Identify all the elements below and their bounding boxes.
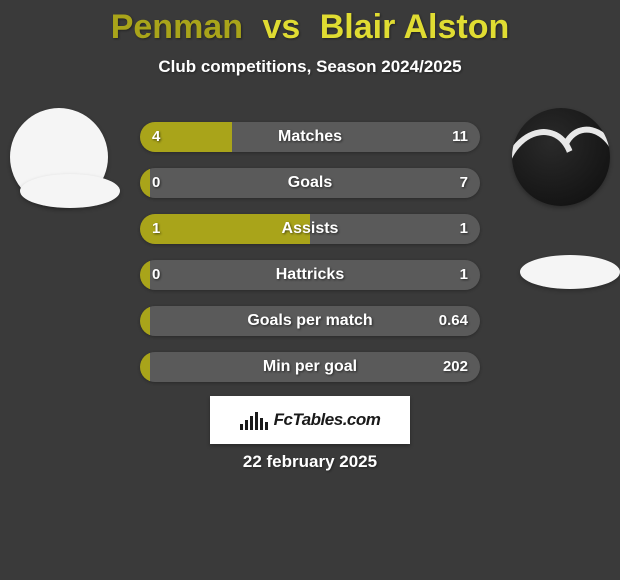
stat-left-segment	[140, 352, 150, 382]
subtitle: Club competitions, Season 2024/2025	[0, 57, 620, 77]
stat-left-segment	[140, 306, 150, 336]
player1-name: Penman	[111, 8, 243, 46]
stat-right-segment	[150, 352, 480, 382]
stat-left-segment	[140, 168, 150, 198]
player2-club-badge	[520, 255, 620, 289]
player1-club-badge	[20, 174, 120, 208]
stat-left-segment	[140, 214, 310, 244]
branding-bar-icon	[265, 422, 268, 430]
branding-text: FcTables.com	[274, 410, 381, 430]
branding-bar-icon	[250, 416, 253, 430]
branding-bar-icon	[260, 418, 263, 430]
stat-bars-container: 4Matches11 0Goals7 1Assists1 0Hattricks1 Goa…	[140, 122, 480, 398]
stat-right-segment	[232, 122, 480, 152]
branding-box: FcTables.com	[210, 396, 410, 444]
branding-bar-icon	[255, 412, 258, 430]
date-line: 22 february 2025	[0, 452, 620, 472]
stat-right-segment	[150, 306, 480, 336]
stat-right-segment	[150, 168, 480, 198]
stat-row: Min per goal202	[140, 352, 480, 382]
stat-row: 1Assists1	[140, 214, 480, 244]
stat-row: 0Hattricks1	[140, 260, 480, 290]
stat-left-segment	[140, 260, 150, 290]
branding-bar-icon	[240, 424, 243, 430]
stat-row: 0Goals7	[140, 168, 480, 198]
vs-word: vs	[262, 8, 300, 46]
stat-row: 4Matches11	[140, 122, 480, 152]
stat-row: Goals per match0.64	[140, 306, 480, 336]
branding-bars-icon	[240, 410, 268, 430]
player2-avatar	[512, 108, 610, 206]
player2-name: Blair Alston	[320, 8, 510, 46]
stat-left-segment	[140, 122, 232, 152]
page-title: Penman vs Blair Alston	[0, 0, 620, 47]
stat-right-segment	[150, 260, 480, 290]
branding-bar-icon	[245, 420, 248, 430]
stat-right-segment	[310, 214, 480, 244]
